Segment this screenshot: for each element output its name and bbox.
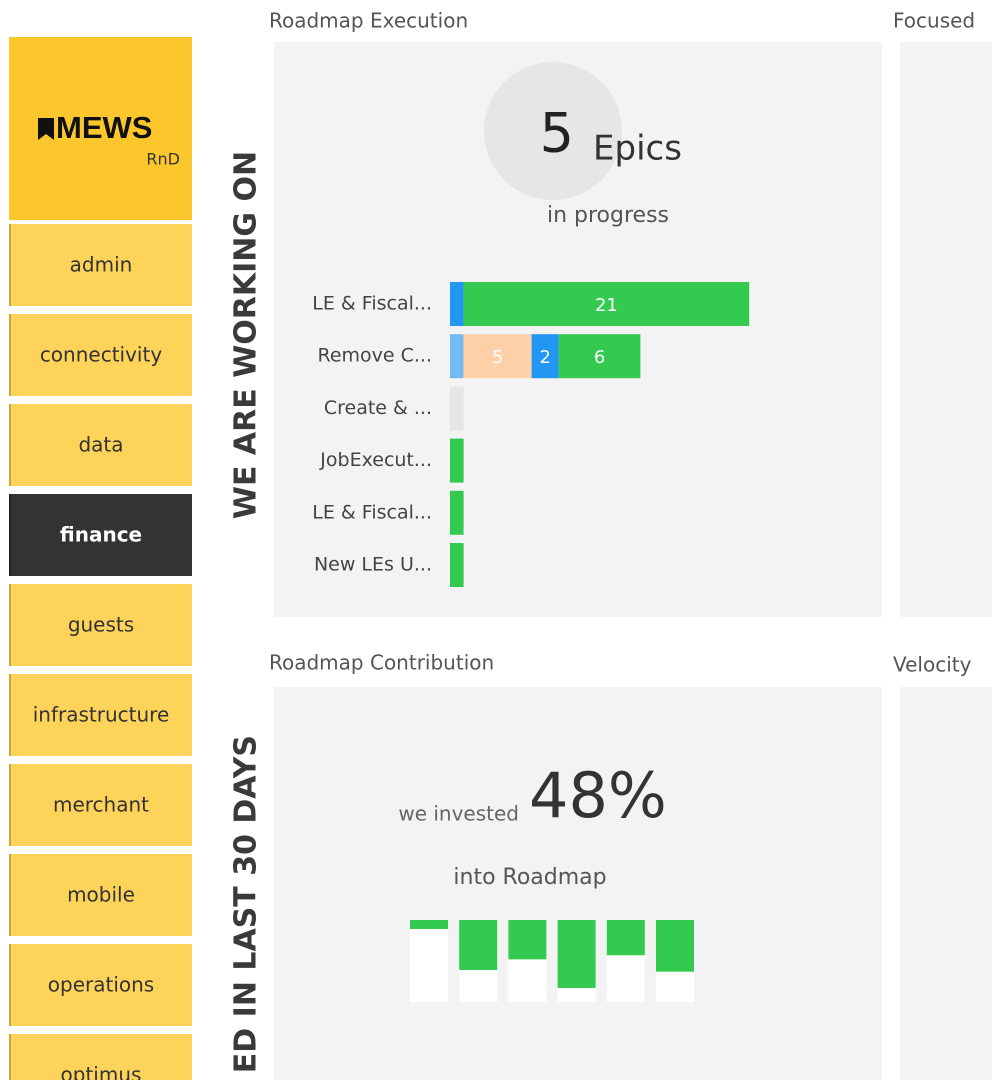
column [557, 920, 596, 989]
logo-subtitle: RnD [146, 150, 180, 169]
bar-value: 21 [595, 295, 618, 316]
nav-label: operations [48, 973, 154, 997]
nav-item[interactable] [9, 1034, 192, 1080]
row-label: New LEs U... [314, 554, 432, 576]
nav-label: connectivity [40, 343, 163, 367]
bar-value: 2 [539, 347, 550, 368]
nav-item[interactable] [9, 764, 192, 846]
nav-item[interactable] [9, 584, 192, 666]
bar-segment [450, 543, 464, 587]
nav-item[interactable] [9, 314, 192, 396]
nav-item[interactable] [9, 674, 192, 756]
epic-unit: Epics [593, 129, 682, 169]
bar-value: 6 [594, 347, 605, 368]
panel-title: Velocity [893, 653, 972, 677]
caption: in progress [547, 203, 669, 228]
bar-segment [450, 438, 464, 483]
bar-segment [450, 334, 464, 379]
nav-item[interactable] [9, 944, 192, 1026]
panel-title: Focused [893, 9, 975, 33]
bar-segment [531, 334, 559, 379]
nav-label: guests [68, 613, 134, 637]
nav-item[interactable] [9, 224, 192, 306]
section-label: ED IN LAST 30 DAYS [229, 735, 264, 1073]
nav-edge [9, 674, 11, 756]
contribution-panel [274, 687, 882, 1080]
nav-label: data [78, 433, 123, 457]
column [508, 920, 547, 960]
bar-segment [463, 334, 532, 379]
bar-segment [450, 386, 464, 431]
column [459, 920, 498, 971]
nav-edge [9, 764, 11, 846]
logo-text: MEWS [56, 110, 152, 145]
nav-label: infrastructure [33, 703, 170, 727]
row-label: LE & Fiscal... [312, 293, 432, 315]
nav-item[interactable] [9, 854, 192, 936]
bar-segment [558, 334, 641, 379]
bar-segment [450, 490, 464, 535]
nav-label: merchant [53, 793, 149, 817]
epic-count: 5 [540, 102, 574, 165]
caption: into Roadmap [453, 865, 606, 890]
nav-label: finance [60, 523, 142, 547]
nav-edge [9, 944, 11, 1026]
nav-edge [9, 584, 11, 666]
section-label: WE ARE WORKING ON [229, 151, 264, 519]
panel-title: Roadmap Execution [269, 9, 468, 33]
velocity-panel [900, 687, 992, 1080]
nav-item[interactable] [9, 494, 192, 576]
headline-value: 48% [529, 759, 667, 832]
bar-segment [463, 282, 750, 326]
focused-panel [900, 42, 992, 617]
bar-value: 5 [492, 347, 503, 368]
row-label: Remove C... [317, 345, 432, 367]
nav-edge [9, 1034, 11, 1080]
nav-edge [9, 314, 11, 396]
count-circle [484, 62, 622, 200]
nav-edge [9, 404, 11, 486]
nav-edge [9, 854, 11, 936]
row-label: LE & Fiscal... [312, 501, 432, 523]
nav-item[interactable] [9, 404, 192, 486]
nav-label: mobile [67, 883, 135, 907]
row-label: JobExecut... [319, 449, 432, 471]
column-bg [410, 920, 448, 1002]
nav-label: admin [70, 253, 133, 277]
logo-icon [38, 118, 54, 140]
column [410, 920, 448, 930]
row-label: Create & ... [324, 397, 432, 419]
nav-edge [9, 224, 11, 306]
nav-label: optimus [61, 1063, 142, 1080]
column [606, 920, 645, 956]
nav-edge [9, 494, 11, 576]
column [656, 920, 694, 972]
panel-title: Roadmap Contribution [269, 651, 494, 675]
prefix: we invested [398, 802, 519, 826]
bar-segment [450, 282, 464, 326]
